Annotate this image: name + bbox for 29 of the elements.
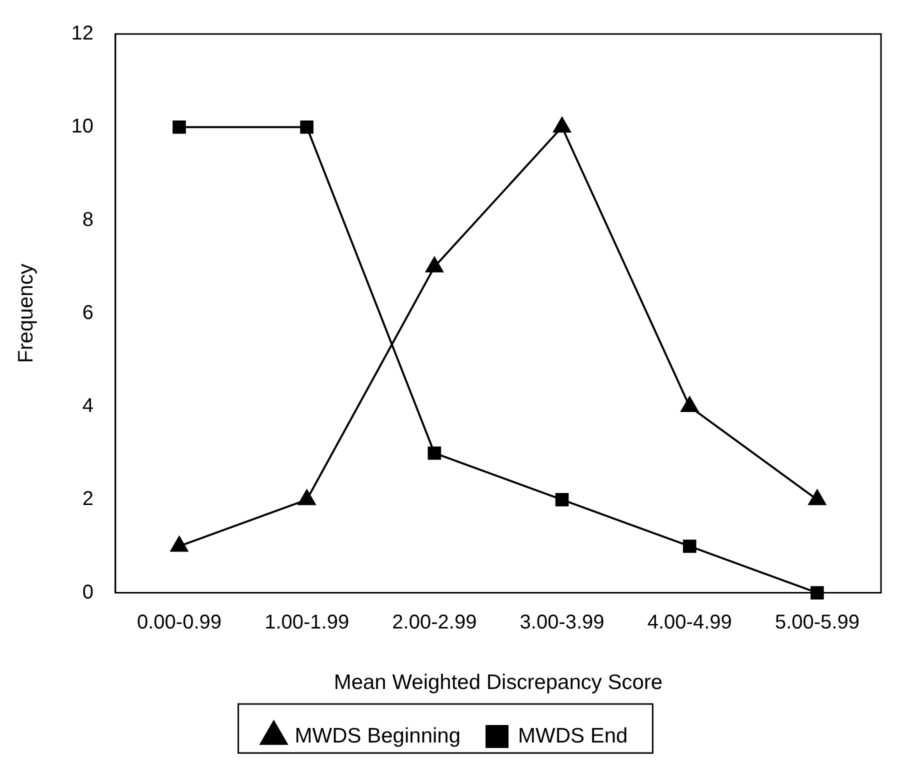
point	[555, 493, 569, 506]
point	[428, 446, 442, 460]
y-tick-label: 6	[82, 302, 94, 324]
y-axis-title: Frequency	[14, 263, 38, 364]
x-tick-label: 5.00-5.99	[774, 611, 860, 634]
y-tick-label: 8	[82, 208, 94, 231]
point	[808, 490, 826, 506]
x-tick-label: 1.00-1.99	[264, 611, 350, 634]
x-tick-label: 2.00-2.99	[392, 611, 477, 634]
x-axis-title: Mean Weighted Discrepancy Score	[334, 671, 663, 694]
point	[172, 120, 186, 134]
x-tick-label: 4.00-4.99	[647, 611, 732, 634]
point	[682, 540, 696, 553]
point	[810, 586, 824, 600]
point	[300, 120, 314, 134]
legend-label: MWDS Beginning	[294, 724, 461, 748]
y-tick-label: 0	[82, 581, 94, 604]
y-tick-label: 2	[82, 488, 94, 510]
point	[170, 536, 188, 552]
point	[426, 256, 444, 272]
point	[298, 490, 316, 506]
point	[680, 396, 698, 412]
x-tick-label: 3.00-3.99	[520, 611, 604, 634]
y-tick-label: 12	[71, 22, 94, 45]
point	[553, 117, 571, 133]
y-tick-label: 4	[82, 395, 94, 418]
legend-label: MWDS End	[518, 724, 628, 748]
x-tick-label: 0.00-0.99	[136, 611, 222, 634]
y-tick-label: 10	[71, 116, 94, 138]
